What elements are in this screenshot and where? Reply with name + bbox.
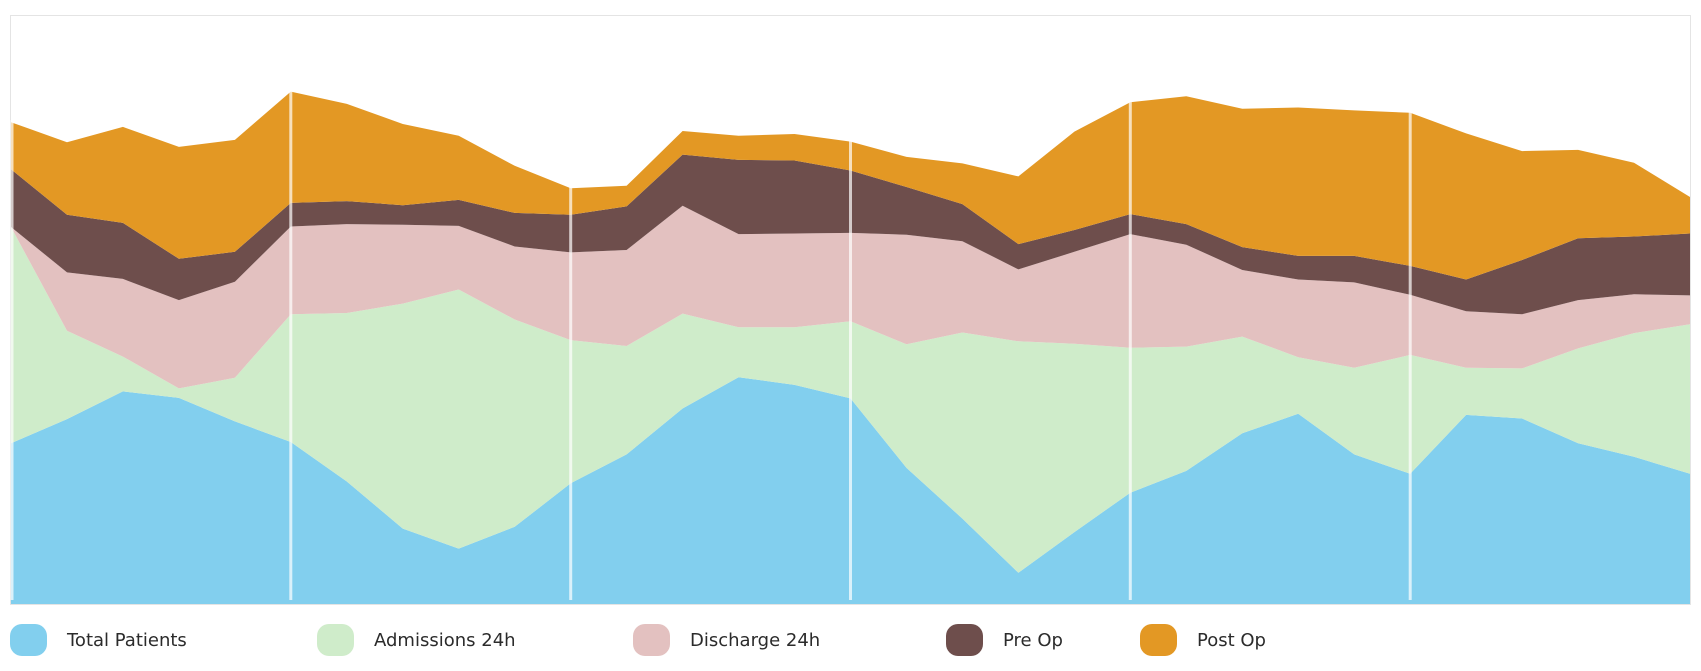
vertical-gridlines <box>10 72 1412 600</box>
legend-item: Pre Op <box>946 620 1063 660</box>
legend-label: Total Patients <box>67 629 187 651</box>
legend-swatch <box>633 624 670 656</box>
legend-item: Total Patients <box>10 620 187 660</box>
legend-item: Post Op <box>1140 620 1266 660</box>
legend-swatch <box>317 624 354 656</box>
legend-label: Admissions 24h <box>374 629 516 651</box>
legend-item: Discharge 24h <box>633 620 820 660</box>
area-series-admissions-24h <box>11 227 1690 573</box>
area-series-pre-op <box>11 154 1690 315</box>
legend-label: Discharge 24h <box>690 629 821 651</box>
chart-legend: Total Patients Admissions 24h Discharge 24… <box>0 620 1701 660</box>
legend-item: Admissions 24h <box>317 620 516 660</box>
legend-swatch <box>1140 624 1177 656</box>
legend-swatch <box>946 624 983 656</box>
legend-label: Post Op <box>1197 629 1266 651</box>
legend-swatch <box>10 624 47 656</box>
area-series-post-op <box>11 91 1690 280</box>
legend-label: Pre Op <box>1003 629 1063 651</box>
